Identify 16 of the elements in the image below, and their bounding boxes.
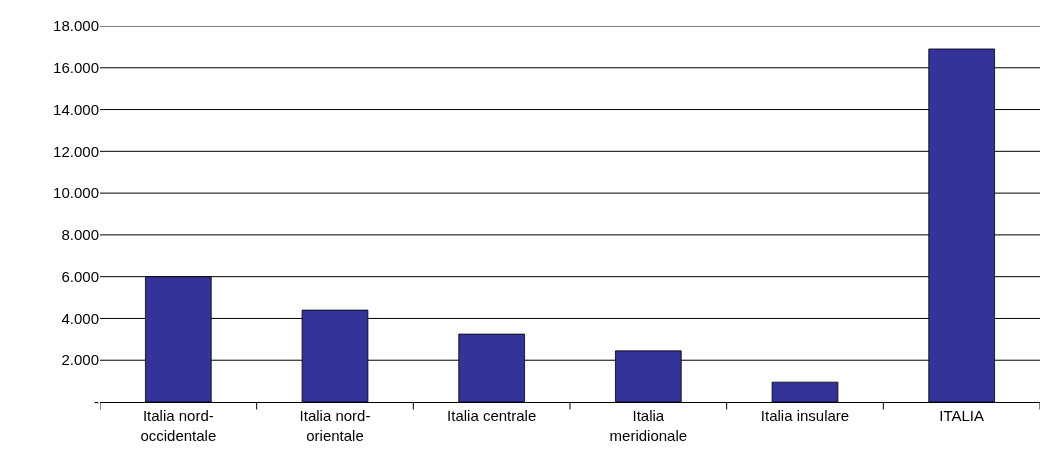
y-tick-label: 16.000	[53, 59, 99, 77]
y-tick-label: 4.000	[61, 309, 99, 327]
y-tick-label: 14.000	[53, 100, 99, 118]
y-tick-label: -	[94, 393, 99, 411]
x-tick-label: Italia nord-occidentale	[140, 407, 217, 444]
x-tick-label: ITALIA	[939, 407, 985, 424]
y-tick-label: 10.000	[53, 184, 99, 202]
x-tick-label: Italia meridionale	[609, 407, 688, 444]
y-tick-label: 12.000	[53, 142, 99, 160]
y-tick-label: 8.000	[61, 226, 99, 244]
y-tick-label: 18.000	[53, 17, 99, 35]
x-tick-label: Italia centrale	[447, 407, 537, 424]
y-tick-label: 2.000	[61, 351, 99, 369]
x-tick-label: Italia insulare	[760, 407, 850, 424]
y-tick-label: 6.000	[61, 267, 99, 285]
x-tick-label: Italia nord-orientale	[299, 407, 371, 444]
